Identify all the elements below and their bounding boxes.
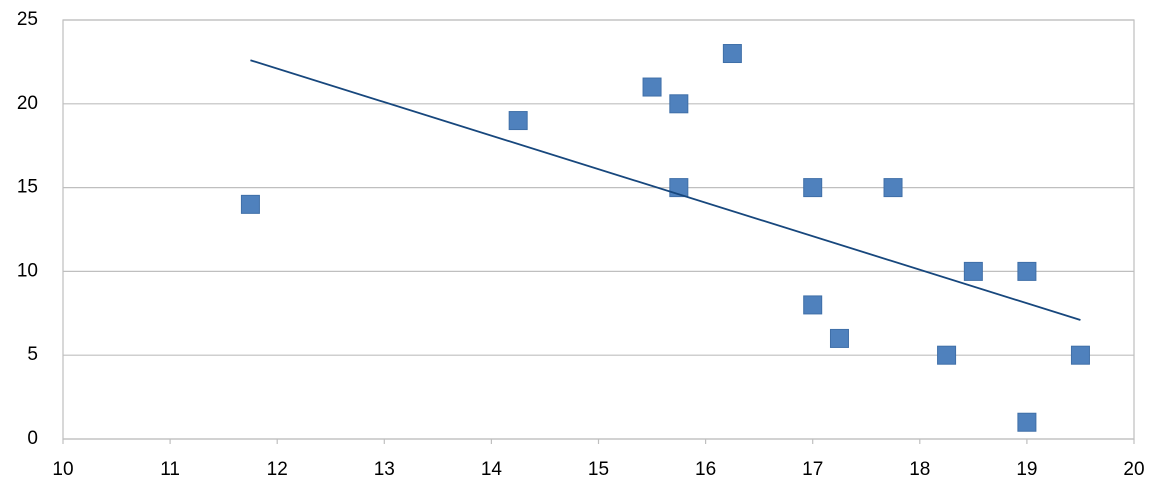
y-tick-label: 10 <box>17 260 38 281</box>
y-tick-label: 5 <box>27 344 38 365</box>
x-tick-label: 19 <box>1016 459 1037 480</box>
x-tick-label: 15 <box>588 459 609 480</box>
x-tick-label: 14 <box>481 459 503 480</box>
x-tick-label: 18 <box>909 459 930 480</box>
plot-area <box>62 19 1135 440</box>
x-tick-label: 10 <box>52 459 73 480</box>
y-tick-label: 20 <box>17 93 38 114</box>
marker <box>1017 412 1037 432</box>
x-tick-label: 12 <box>267 459 288 480</box>
x-tick-label: 17 <box>802 459 823 480</box>
marker <box>829 328 849 348</box>
x-tick-label: 16 <box>695 459 716 480</box>
x-tick-label: 13 <box>374 459 395 480</box>
marker <box>1070 345 1090 365</box>
marker <box>937 345 957 365</box>
marker <box>803 178 823 198</box>
trendline <box>250 59 1081 321</box>
marker <box>669 94 689 114</box>
marker <box>240 194 260 214</box>
marker <box>803 295 823 315</box>
marker <box>883 178 903 198</box>
x-tick-label: 11 <box>160 459 180 480</box>
y-tick-label: 0 <box>27 428 38 449</box>
y-tick-label: 25 <box>17 9 38 30</box>
marker <box>1017 261 1037 281</box>
marker <box>963 261 983 281</box>
marker <box>508 111 528 131</box>
x-tick-label: 20 <box>1123 459 1144 480</box>
marker <box>642 77 662 97</box>
marker <box>722 44 742 64</box>
y-tick-label: 15 <box>17 177 38 198</box>
